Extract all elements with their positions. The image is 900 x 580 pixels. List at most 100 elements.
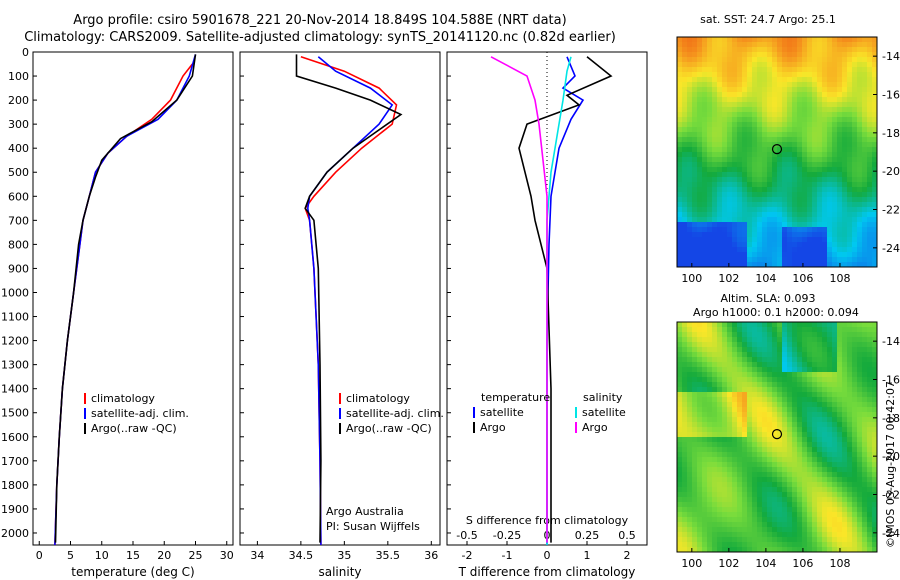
sla-map-cell	[837, 457, 843, 463]
salinity-x-label: salinity	[318, 565, 361, 579]
sla-map-cell	[712, 407, 718, 413]
sst-map-cell	[687, 167, 693, 173]
sla-map-cell	[767, 537, 773, 543]
sla-map-cell	[707, 522, 713, 528]
sst-map-cell	[797, 237, 803, 243]
sla-map-cell	[737, 387, 743, 393]
sst-map-cell	[832, 102, 838, 108]
sla-map-cell	[807, 387, 813, 393]
sla-map-cell	[802, 342, 808, 348]
sst-map-cell	[702, 177, 708, 183]
sst-map-cell	[752, 97, 758, 103]
sst-map-cell	[782, 227, 788, 233]
sst-map-cell	[787, 57, 793, 63]
sst-map-cell	[832, 57, 838, 63]
sla-map-cell	[687, 457, 693, 463]
sst-map-cell	[817, 227, 823, 233]
sst-map-cell	[812, 162, 818, 168]
sla-map-cell	[807, 457, 813, 463]
sla-map-cell	[862, 497, 868, 503]
sst-map-cell	[872, 47, 878, 53]
y-tick-label: 1200	[1, 335, 29, 348]
sla-map-cell	[822, 407, 828, 413]
sla-map-cell	[717, 527, 723, 533]
sst-map-cell	[772, 137, 778, 143]
sst-map-cell	[762, 137, 768, 143]
sst-map-cell	[712, 37, 718, 43]
sst-map-cell	[832, 132, 838, 138]
sst-map-cell	[807, 102, 813, 108]
sst-map-cell	[737, 92, 743, 98]
sst-map-cell	[717, 132, 723, 138]
sst-map-cell	[727, 217, 733, 223]
sla-map-cell	[852, 492, 858, 498]
sla-map-cell	[732, 397, 738, 403]
sst-map-cell	[692, 127, 698, 133]
sla-map-cells	[677, 322, 878, 553]
sst-map-cell	[752, 167, 758, 173]
sst-map-cell	[777, 137, 783, 143]
sla-map-cell	[752, 547, 758, 553]
sla-map-cell	[752, 507, 758, 513]
sst-map-cell	[677, 47, 683, 53]
sla-map-cell	[807, 417, 813, 423]
sst-map-x-tick-label: 104	[755, 272, 776, 285]
sst-map-cell	[742, 117, 748, 123]
sla-map-cell	[827, 457, 833, 463]
sst-map-cell	[827, 142, 833, 148]
sst-map-cell	[702, 232, 708, 238]
sla-map-cell	[832, 467, 838, 473]
sla-map-cell	[717, 542, 723, 548]
sla-map-cell	[787, 392, 793, 398]
sst-map-cell	[707, 172, 713, 178]
y-tick-label: 1300	[1, 359, 29, 372]
sla-map-cell	[712, 457, 718, 463]
sst-map-cell	[862, 212, 868, 218]
sst-map-cell	[722, 82, 728, 88]
sla-map-cell	[832, 407, 838, 413]
sla-map-cell	[837, 497, 843, 503]
sst-map-cell	[817, 237, 823, 243]
sla-map-cell	[827, 332, 833, 338]
sla-map-cell	[727, 377, 733, 383]
sst-map-cell	[782, 187, 788, 193]
sst-map-cell	[772, 167, 778, 173]
sst-map-cell	[812, 207, 818, 213]
sla-map-cell	[827, 502, 833, 508]
sla-map-cell	[707, 332, 713, 338]
sla-map-cell	[767, 522, 773, 528]
sla-map-cell	[782, 542, 788, 548]
sla-map-cell	[752, 452, 758, 458]
sst-map-cell	[677, 42, 683, 48]
sla-map-cell	[712, 352, 718, 358]
sst-map-cell	[802, 237, 808, 243]
sla-map-cell	[822, 522, 828, 528]
sla-map-cell	[762, 357, 768, 363]
sst-map-cell	[827, 117, 833, 123]
sst-map-cell	[787, 212, 793, 218]
sst-map-cell	[727, 57, 733, 63]
sst-map-cell	[797, 212, 803, 218]
sla-map-cell	[687, 397, 693, 403]
sst-map-cell	[697, 42, 703, 48]
sla-map-cell	[817, 452, 823, 458]
sst-map-cell	[692, 117, 698, 123]
sst-map-cell	[832, 227, 838, 233]
sla-map-cell	[727, 362, 733, 368]
sla-map-cell	[692, 332, 698, 338]
sla-map-cell	[807, 532, 813, 538]
sst-map-cell	[857, 72, 863, 78]
sst-map-cell	[847, 77, 853, 83]
sst-map-cell	[727, 72, 733, 78]
sla-map-cell	[797, 457, 803, 463]
sst-map-cell	[697, 82, 703, 88]
sla-map-cell	[862, 477, 868, 483]
sst-map-cell	[792, 167, 798, 173]
sst-map-cell	[752, 42, 758, 48]
sla-map-cell	[717, 462, 723, 468]
sst-map-cell	[767, 257, 773, 263]
sla-map-cell	[857, 402, 863, 408]
sst-map-cell	[802, 172, 808, 178]
sst-map-cell	[682, 87, 688, 93]
sst-map-cell	[817, 102, 823, 108]
